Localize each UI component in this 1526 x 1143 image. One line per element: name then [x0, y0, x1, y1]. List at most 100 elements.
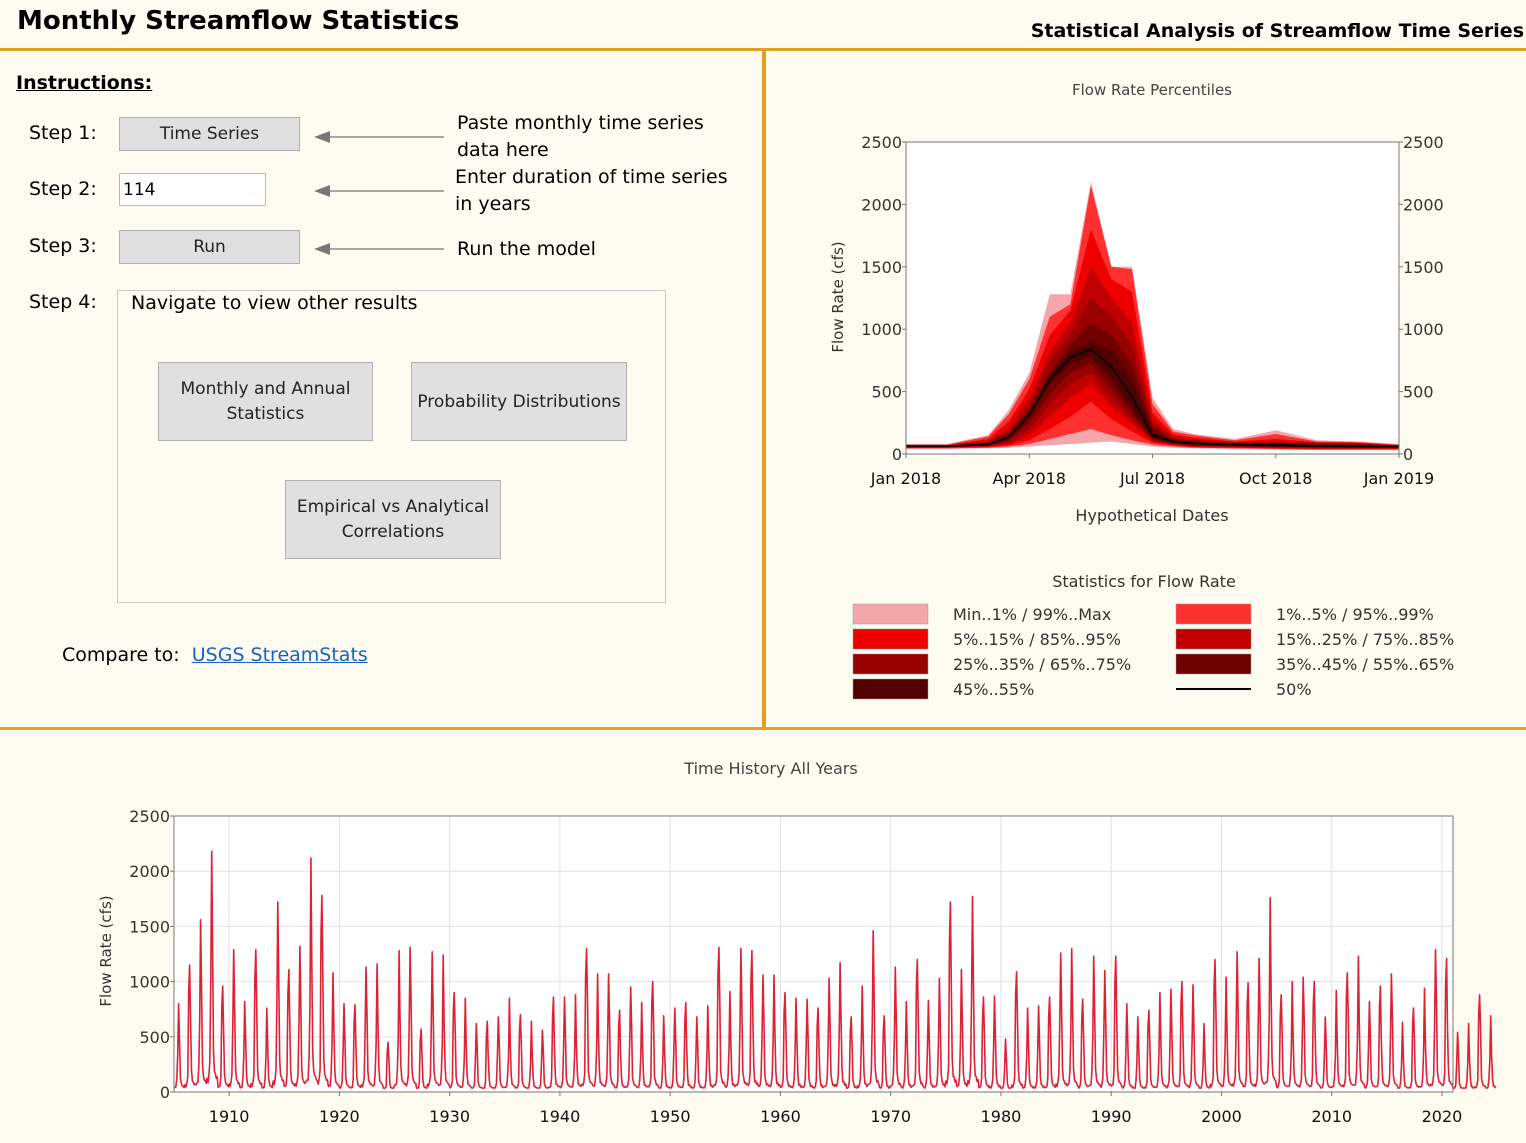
history-xtick-label: 1960	[760, 1107, 801, 1126]
percentile-ytick-label-right: 2000	[1403, 195, 1444, 214]
history-xtick-label: 1980	[981, 1107, 1022, 1126]
legend-swatch	[852, 653, 929, 675]
time-series-button[interactable]: Time Series	[119, 117, 300, 151]
time-history-chart: Time History All Years 0 500 1000 1500 2000 25…	[97, 759, 1497, 1126]
percentile-band-p1_5	[906, 185, 1399, 450]
percentile-ytick-label-left: 0	[892, 445, 902, 464]
percentile-yaxis-label: Flow Rate (cfs)	[829, 241, 847, 352]
percentile-ytick-label-right: 2500	[1403, 133, 1444, 152]
history-ytick-label: 0	[160, 1083, 170, 1102]
legend-label: 45%..55%	[953, 680, 1034, 699]
legend-label: 1%..5% / 95%..99%	[1276, 605, 1434, 624]
legend-label: Min..1% / 99%..Max	[953, 605, 1111, 624]
history-plot-border	[173, 815, 1454, 1093]
percentile-median-line	[906, 348, 1400, 448]
step2-arrow-icon	[314, 185, 444, 197]
history-xtick-label: 1920	[319, 1107, 360, 1126]
step2-note-line2: in years	[455, 193, 531, 215]
legend-swatch	[1175, 603, 1252, 625]
history-xtick-label: 2010	[1311, 1107, 1352, 1126]
usgs-streamstats-link[interactable]: USGS StreamStats	[191, 644, 368, 666]
instructions-heading: Instructions:	[16, 72, 153, 94]
step2-label: Step 2:	[29, 178, 97, 200]
page-subtitle: Statistical Analysis of Streamflow Time …	[1030, 20, 1524, 42]
percentile-ytick-label-left: 500	[871, 383, 902, 402]
percentile-ytick-label-right: 500	[1403, 383, 1434, 402]
percentile-xtick-label: Jan 2019	[1363, 469, 1434, 488]
history-ytick-label: 1500	[129, 917, 170, 936]
step3-arrow-icon	[314, 243, 444, 255]
step1-label: Step 1:	[29, 122, 97, 144]
legend-swatch	[1175, 628, 1252, 650]
history-ytick-label: 500	[139, 1028, 170, 1047]
percentile-xtick-label: Jan 2018	[870, 469, 941, 488]
legend-swatch	[1175, 653, 1252, 675]
legend-title: Statistics for Flow Rate	[1052, 572, 1236, 591]
history-xtick-label: 1950	[650, 1107, 691, 1126]
compare-row: Compare to: USGS StreamStats	[62, 644, 368, 666]
percentile-band-p5_15	[906, 229, 1399, 449]
percentile-xtick-label: Apr 2018	[993, 469, 1066, 488]
legend-swatch	[852, 628, 929, 650]
percentile-chart-title: Flow Rate Percentiles	[1072, 81, 1232, 99]
percentile-xtick-label: Jul 2018	[1119, 469, 1185, 488]
legend-label: 5%..15% / 85%..95%	[953, 630, 1121, 649]
step3-note: Run the model	[457, 238, 596, 260]
percentile-ytick-label-right: 1000	[1403, 320, 1444, 339]
history-xtick-label: 1970	[870, 1107, 911, 1126]
history-chart-title: Time History All Years	[683, 759, 857, 778]
percentile-xtick-label: Oct 2018	[1239, 469, 1312, 488]
percentile-ytick-label-left: 1000	[861, 320, 902, 339]
step2-note: Enter duration of time series in years	[455, 164, 728, 218]
history-series-line	[173, 850, 1497, 1089]
history-ytick-label: 2000	[129, 862, 170, 881]
legend-label: 25%..35% / 65%..75%	[953, 655, 1131, 674]
step1-note-line1: Paste monthly time series	[457, 112, 704, 134]
legend-label: 35%..45% / 55%..65%	[1276, 655, 1454, 674]
navigation-box	[117, 290, 666, 603]
step1-note-line2: data here	[457, 139, 549, 161]
percentile-ytick-label-left: 2000	[861, 195, 902, 214]
history-xtick-label: 1910	[209, 1107, 250, 1126]
probability-distributions-button[interactable]: Probability Distributions	[411, 362, 627, 441]
history-xtick-label: 2000	[1201, 1107, 1242, 1126]
bottom-divider	[0, 727, 1526, 730]
step2-note-line1: Enter duration of time series	[455, 166, 728, 188]
percentile-ytick-label-left: 2500	[861, 133, 902, 152]
history-ytick-label: 2500	[129, 807, 170, 826]
legend-swatch	[852, 603, 929, 625]
percentile-ytick-label-right: 1500	[1403, 258, 1444, 277]
step4-label: Step 4:	[29, 291, 97, 313]
legend-label: 15%..25% / 75%..85%	[1276, 630, 1454, 649]
percentile-ytick-label-left: 1500	[861, 258, 902, 277]
history-xtick-label: 1990	[1091, 1107, 1132, 1126]
navigation-title: Navigate to view other results	[131, 292, 418, 314]
run-button[interactable]: Run	[119, 230, 300, 264]
header-divider	[0, 48, 1526, 51]
compare-label: Compare to:	[62, 644, 180, 666]
correlations-line1: Empirical vs Analytical	[296, 496, 490, 517]
percentile-ytick-label-right: 0	[1403, 445, 1413, 464]
step1-arrow-icon	[314, 131, 444, 143]
monthly-annual-statistics-button[interactable]: Monthly and Annual Statistics	[158, 362, 373, 441]
step3-label: Step 3:	[29, 235, 97, 257]
legend-swatch	[852, 678, 929, 700]
history-yaxis-label: Flow Rate (cfs)	[97, 895, 115, 1006]
panel-divider	[762, 51, 766, 729]
percentile-band-p25_35	[906, 298, 1399, 448]
monthly-annual-line2: Statistics	[226, 403, 305, 424]
history-ytick-label: 1000	[129, 973, 170, 992]
duration-years-input[interactable]	[119, 173, 266, 206]
percentile-band-p15_25	[906, 266, 1399, 449]
legend-label: 50%	[1276, 680, 1312, 699]
monthly-annual-line1: Monthly and Annual	[180, 378, 351, 399]
history-xtick-label: 2020	[1422, 1107, 1463, 1126]
empirical-analytical-correlations-button[interactable]: Empirical vs Analytical Correlations	[285, 480, 501, 559]
history-xtick-label: 1930	[429, 1107, 470, 1126]
page-title: Monthly Streamflow Statistics	[17, 6, 460, 36]
step1-note: Paste monthly time series data here	[457, 110, 704, 164]
correlations-line2: Correlations	[341, 521, 445, 542]
history-xtick-label: 1940	[540, 1107, 581, 1126]
percentile-chart: Flow Rate Percentiles 0 0 500 500 1000 1000 150…	[829, 81, 1454, 700]
percentile-xaxis-label: Hypothetical Dates	[1075, 506, 1228, 525]
